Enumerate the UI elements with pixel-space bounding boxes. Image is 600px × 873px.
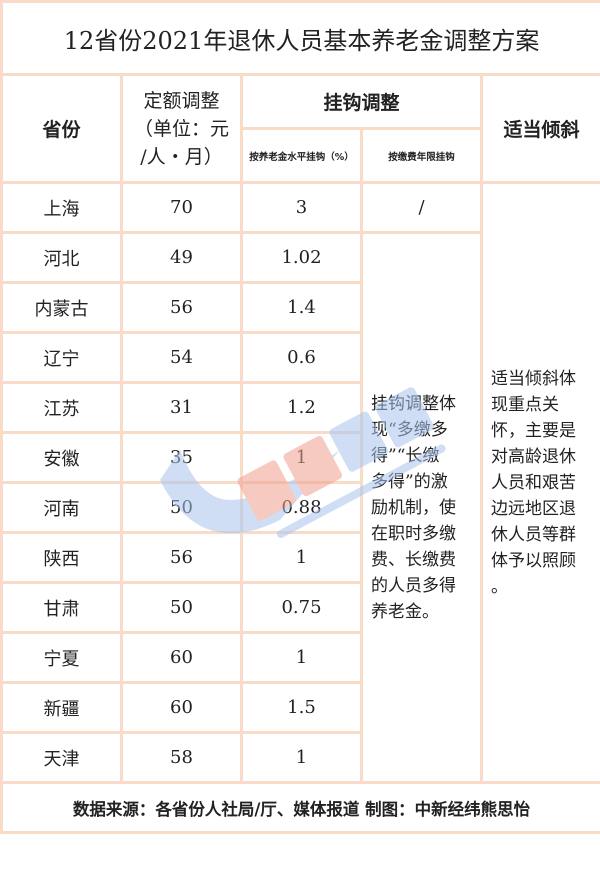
footer-source: 数据来源：各省份人社局/厅、媒体报道 制图：中新经纬熊思怡 bbox=[0, 781, 600, 834]
table-row: 内蒙古 56 1.4 bbox=[0, 281, 600, 334]
header-province: 省份 bbox=[0, 73, 123, 184]
cell-fixed: 49 bbox=[120, 231, 243, 284]
cell-province: 内蒙古 bbox=[0, 281, 123, 334]
cell-fixed: 56 bbox=[120, 281, 243, 334]
cell-province: 上海 bbox=[0, 181, 123, 234]
cell-province: 新疆 bbox=[0, 681, 123, 734]
cell-province: 河南 bbox=[0, 481, 123, 534]
cell-level: 0.6 bbox=[240, 331, 363, 384]
cell-level: 0.75 bbox=[240, 581, 363, 634]
cell-level: 1.02 bbox=[240, 231, 363, 284]
cell-fixed: 50 bbox=[120, 581, 243, 634]
table-row: 上海 70 3/ 适当倾斜体 现重点关 怀，主要是 对高龄退休 人员和艰苦 边远… bbox=[0, 181, 600, 784]
table-row: 天津 58 1 bbox=[0, 731, 600, 784]
cell-province: 宁夏 bbox=[0, 631, 123, 684]
cell-fixed: 31 bbox=[120, 381, 243, 434]
cell-fixed: 35 bbox=[120, 431, 243, 484]
header-linked: 挂钩调整 bbox=[240, 73, 483, 130]
cell-province: 甘肃 bbox=[0, 581, 123, 634]
table-row: 陕西 56 1 bbox=[0, 531, 600, 584]
cell-province: 安徽 bbox=[0, 431, 123, 484]
cell-tilt-note: 适当倾斜体 现重点关 怀，主要是 对高龄退休 人员和艰苦 边远地区退 休人员等群… bbox=[479, 181, 600, 784]
table-row: 江苏 31 1.2 bbox=[0, 381, 600, 434]
cell-years-note: 挂钩调整体 现“多缴多 得”“长缴 多得”的激 励机制，使 在职时多缴 费、长缴… bbox=[360, 231, 483, 784]
cell-province: 陕西 bbox=[0, 531, 123, 584]
cell-fixed: 70 bbox=[120, 181, 243, 234]
table-row: 宁夏 60 1 bbox=[0, 631, 600, 684]
table-row: 甘肃 50 0.75 bbox=[0, 581, 600, 634]
pension-table: 12省份2021年退休人员基本养老金调整方案 省份 定额调整 （单位：元 /人・… bbox=[0, 0, 600, 834]
header-linked-level: 按养老金水平挂钩（%） bbox=[240, 127, 363, 184]
cell-fixed: 60 bbox=[120, 631, 243, 684]
table-row: 辽宁 54 0.6 bbox=[0, 331, 600, 384]
cell-province: 江苏 bbox=[0, 381, 123, 434]
header-tilt: 适当倾斜 bbox=[479, 73, 600, 184]
cell-level: 1.5 bbox=[240, 681, 363, 734]
table-title: 12省份2021年退休人员基本养老金调整方案 bbox=[0, 0, 600, 76]
cell-level: 3 bbox=[240, 181, 363, 234]
cell-level: 0.88 bbox=[240, 481, 363, 534]
cell-fixed: 60 bbox=[120, 681, 243, 734]
cell-level: 1 bbox=[240, 531, 363, 584]
header-linked-years: 按缴费年限挂钩 bbox=[360, 127, 483, 184]
cell-province: 河北 bbox=[0, 231, 123, 284]
cell-level: 1.4 bbox=[240, 281, 363, 334]
table-row: 新疆 60 1.5 bbox=[0, 681, 600, 734]
cell-fixed: 54 bbox=[120, 331, 243, 384]
cell-level: 1 bbox=[240, 431, 363, 484]
cell-fixed: 56 bbox=[120, 531, 243, 584]
cell-level: 1 bbox=[240, 731, 363, 784]
cell-level: 1 bbox=[240, 631, 363, 684]
cell-province: 辽宁 bbox=[0, 331, 123, 384]
cell-province: 天津 bbox=[0, 731, 123, 784]
header-fixed: 定额调整 （单位：元 /人・月） bbox=[120, 73, 243, 184]
cell-fixed: 50 bbox=[120, 481, 243, 534]
cell-fixed: 58 bbox=[120, 731, 243, 784]
cell-level: 1.2 bbox=[240, 381, 363, 434]
cell-years-shanghai: / bbox=[360, 181, 483, 234]
